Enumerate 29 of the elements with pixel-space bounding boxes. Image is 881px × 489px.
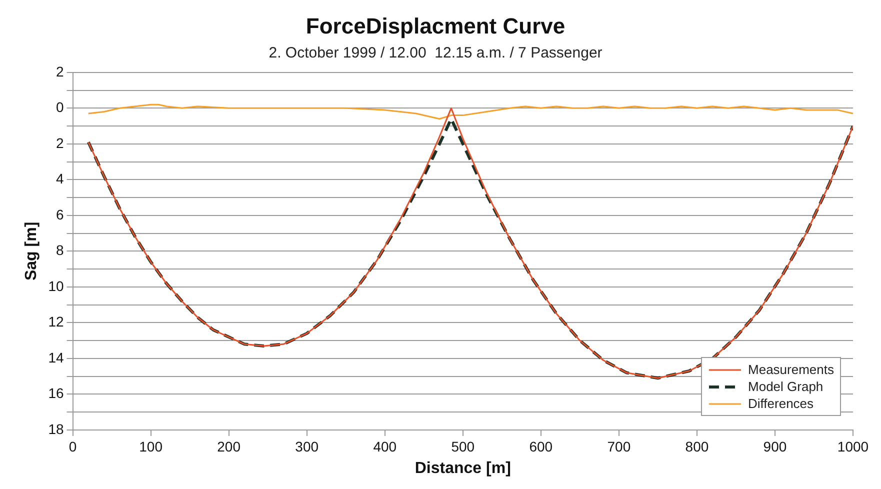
- x-axis-title: Distance [m]: [414, 460, 511, 477]
- chart-title: ForceDisplacment Curve: [306, 13, 566, 38]
- chart-subtitle: 2. October 1999 / 12.00 12.15 a.m. / 7 Passenger: [268, 44, 602, 62]
- y-tick-label: 16: [48, 385, 64, 402]
- x-tick-label: 0: [68, 438, 77, 454]
- y-tick-label: 12: [48, 314, 64, 330]
- y-tick-label: 8: [56, 242, 64, 258]
- y-tick-label: 2: [56, 63, 64, 80]
- legend-label: Model Graph: [748, 378, 824, 395]
- y-tick-label: 6: [56, 206, 64, 222]
- legend-label: Differences: [748, 395, 814, 412]
- y-tick-label: 4: [56, 170, 64, 187]
- x-tick-label: 300: [295, 438, 319, 454]
- y-tick-label: 2: [56, 134, 64, 151]
- y-tick-label: 0: [56, 99, 64, 116]
- legend-label: Measurements: [748, 361, 834, 378]
- x-tick-label: 100: [139, 438, 163, 454]
- x-tick-label: 400: [373, 438, 397, 454]
- x-tick-label: 1000: [837, 438, 869, 454]
- x-tick-label: 600: [529, 438, 553, 454]
- y-tick-label: 18: [48, 420, 64, 437]
- x-tick-label: 200: [217, 438, 241, 454]
- y-tick-label: 10: [48, 278, 64, 294]
- x-tick-label: 900: [763, 438, 787, 454]
- x-tick-label: 700: [607, 438, 631, 454]
- y-axis-title: Sag [m]: [23, 222, 40, 281]
- x-tick-label: 500: [451, 438, 475, 454]
- x-tick-label: 800: [685, 438, 709, 454]
- y-tick-label: 14: [48, 349, 64, 366]
